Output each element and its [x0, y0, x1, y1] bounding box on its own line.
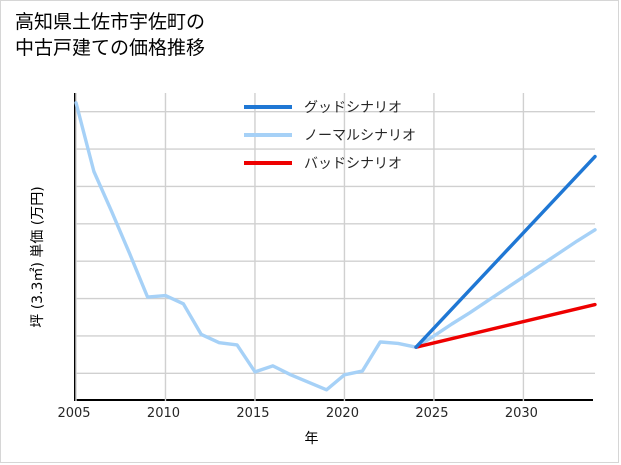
plot-area	[74, 93, 597, 401]
grid-lines	[75, 93, 595, 401]
data-series	[74, 101, 597, 392]
chart-title: 高知県土佐市宇佐町の 中古戸建ての価格推移	[15, 11, 206, 59]
x-tick-label: 2015	[236, 406, 270, 421]
legend-label: バッドシナリオ	[304, 156, 402, 172]
y-axis-label: 坪 (3.3㎡) 単価 (万円)	[30, 186, 46, 328]
x-tick-label: 2005	[57, 406, 91, 421]
legend-color-swatch	[244, 161, 292, 165]
legend-label: グッドシナリオ	[304, 100, 402, 116]
x-axis-label: 年	[304, 431, 319, 447]
legend-label: ノーマルシナリオ	[304, 128, 416, 144]
series-line	[414, 302, 597, 349]
legend-color-swatch	[244, 105, 292, 109]
legend-item[interactable]: バッドシナリオ	[244, 149, 494, 177]
x-tick-label: 2020	[325, 406, 359, 421]
series-line	[414, 154, 597, 349]
legend-item[interactable]: グッドシナリオ	[244, 93, 494, 121]
legend-item[interactable]: ノーマルシナリオ	[244, 121, 494, 149]
x-tick-label: 2030	[504, 406, 538, 421]
series-line	[74, 101, 597, 392]
chart-legend: グッドシナリオ ノーマルシナリオ バッドシナリオ	[244, 93, 494, 177]
legend-color-swatch	[244, 133, 292, 137]
x-tick-label: 2025	[415, 406, 449, 421]
x-tick-label: 2010	[146, 406, 181, 421]
